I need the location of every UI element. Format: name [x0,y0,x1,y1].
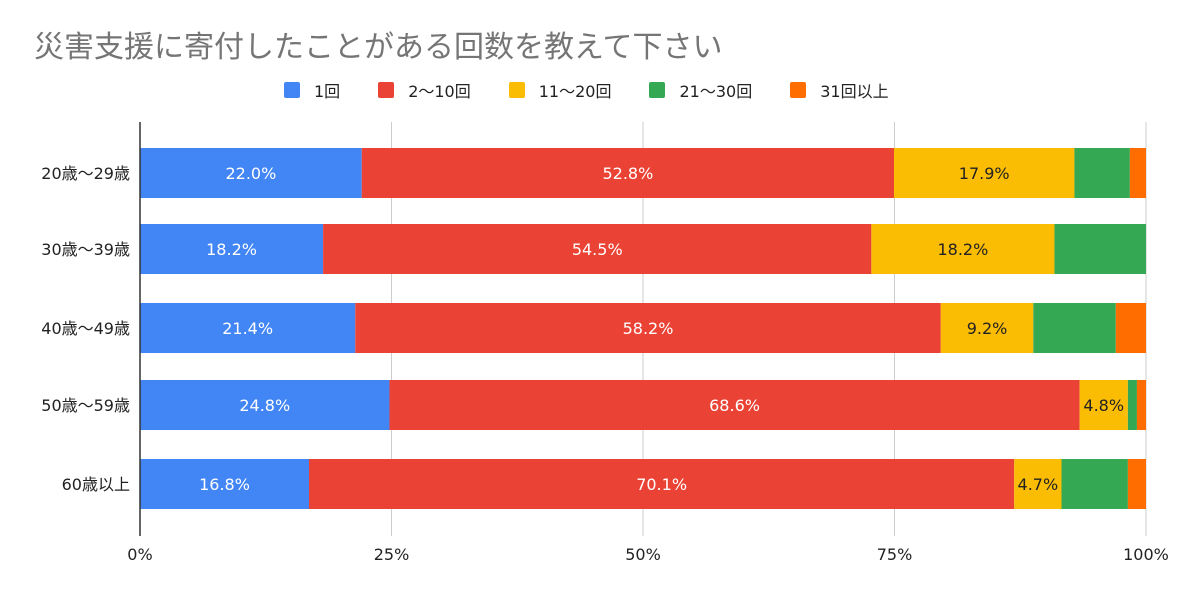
bar-data-label: 54.5% [572,240,623,259]
bar-data-label: 4.7% [1018,475,1059,494]
category-label: 60歳以上 [62,475,130,494]
chart-legend: 1回 2〜10回 11〜20回 21〜30回 31回以上 [284,78,927,102]
legend-label-4: 21〜30回 [679,82,753,101]
bar-segment [1127,459,1146,509]
x-tick-label: 50% [625,545,661,564]
bar-segment [893,148,1075,198]
chart-title: 災害支援に寄付したことがある回数を教えて下さい [34,30,723,65]
bar-segment [140,303,356,353]
bar-segment [355,303,941,353]
bar-data-label: 58.2% [623,319,674,338]
category-label: 50歳〜59歳 [41,396,130,415]
legend-item-5: 31回以上 [790,78,889,102]
bar-segment [1061,459,1128,509]
bar-segment [1074,148,1130,198]
bar-segment [1054,224,1146,274]
legend-item-2: 2〜10回 [378,78,471,102]
legend-label-3: 11〜20回 [538,82,612,101]
bar-data-label: 22.0% [225,164,276,183]
legend-item-1: 1回 [284,78,340,102]
bar-data-label: 24.8% [239,396,290,415]
bar-data-label: 70.1% [636,475,687,494]
bar-segment [140,224,324,274]
legend-label-1: 1回 [314,82,341,101]
bar-data-label: 16.8% [199,475,250,494]
legend-label-2: 2〜10回 [408,82,471,101]
bar-segment [940,303,1034,353]
x-tick-label: 100% [1123,545,1169,564]
category-label: 30歳〜39歳 [41,240,130,259]
bar-segment [1129,148,1146,198]
bar-segment [323,224,872,274]
bar-segment [140,148,362,198]
bar-data-label: 4.8% [1083,396,1124,415]
bar-segment [361,148,894,198]
bar-segment [1033,303,1116,353]
legend-swatch-3 [508,82,525,98]
bar-segment [1115,303,1146,353]
bar-segment [1014,459,1062,509]
category-label: 20歳〜29歳 [41,164,130,183]
legend-swatch-2 [378,82,395,98]
x-tick-label: 75% [877,545,913,564]
bar-data-label: 18.2% [937,240,988,259]
x-tick-label: 0% [127,545,152,564]
bar-data-label: 52.8% [602,164,653,183]
bar-data-label: 9.2% [967,319,1008,338]
bar-segment [309,459,1015,509]
legend-swatch-1 [284,82,300,98]
legend-item-4: 21〜30回 [649,78,752,102]
legend-swatch-4 [649,82,666,98]
legend-swatch-5 [790,82,807,98]
bar-segment [140,380,390,430]
bar-segment [1127,380,1137,430]
bar-data-label: 68.6% [709,396,760,415]
bar-segment [871,224,1055,274]
bar-segment [1136,380,1146,430]
bar-data-label: 18.2% [206,240,257,259]
bar-data-label: 21.4% [222,319,273,338]
category-label: 40歳〜49歳 [41,319,130,338]
x-tick-label: 25% [374,545,410,564]
bar-data-label: 17.9% [959,164,1010,183]
legend-item-3: 11〜20回 [508,78,612,102]
bar-segment [389,380,1080,430]
legend-label-5: 31回以上 [820,82,889,101]
bar-segment [1079,380,1128,430]
bar-segment [140,459,310,509]
